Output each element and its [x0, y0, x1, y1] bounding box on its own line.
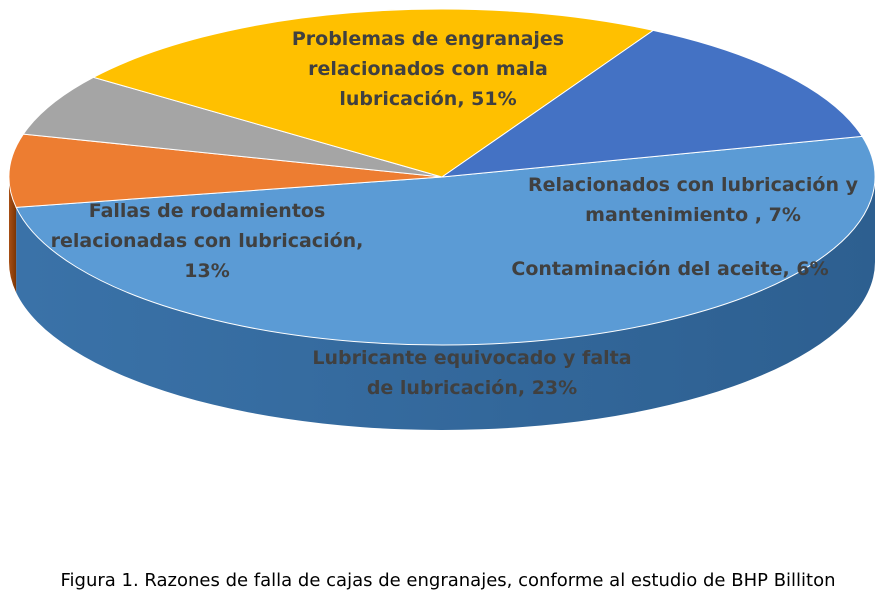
pie-chart-svg: Problemas de engranajes relacionados con …: [8, 8, 876, 430]
pie-slice-1: [8, 133, 443, 208]
slice-label-line: Lubricante equivocado y falta: [312, 347, 631, 369]
pie-side-0: [16, 177, 876, 430]
pie-labels: Problemas de engranajes relacionados con …: [51, 28, 859, 399]
slice-label-4: Fallas de rodamientos relacionadas con lu…: [51, 200, 364, 282]
slice-label-0: Problemas de engranajes relacionados con …: [292, 28, 564, 110]
slice-label-line: 13%: [184, 260, 229, 282]
pie-slice-4: [440, 29, 864, 178]
slice-label-1: Relacionados con lubricación y mantenimie…: [528, 174, 859, 226]
pie-side-1: [9, 177, 17, 293]
slice-label-line: Relacionados con lubricación y: [528, 174, 859, 196]
slice-label-line: Problemas de engranajes: [292, 28, 564, 50]
slice-label-line: Contaminación del aceite, 6%: [511, 258, 828, 280]
figure-caption: Figura 1. Razones de falla de cajas de e…: [60, 570, 836, 591]
slice-label-line: mantenimiento , 7%: [585, 204, 801, 226]
pie-slice-0: [15, 135, 876, 346]
slice-label-3: Lubricante equivocado y falta de lubricac…: [312, 347, 631, 399]
pie-tops: [8, 8, 876, 346]
slice-label-line: relacionados con mala: [308, 58, 548, 80]
slice-label-line: relacionadas con lubricación,: [51, 230, 364, 252]
slice-label-line: lubricación, 51%: [339, 88, 516, 110]
slice-label-line: de lubricación, 23%: [367, 377, 577, 399]
slice-label-2: Contaminación del aceite, 6%: [511, 258, 828, 280]
pie-sides: [9, 177, 876, 430]
slice-label-line: Fallas de rodamientos: [89, 200, 326, 222]
pie-slice-2: [22, 76, 443, 178]
pie-slice-3: [92, 8, 655, 178]
pie-chart: Problemas de engranajes relacionados con …: [8, 8, 876, 430]
